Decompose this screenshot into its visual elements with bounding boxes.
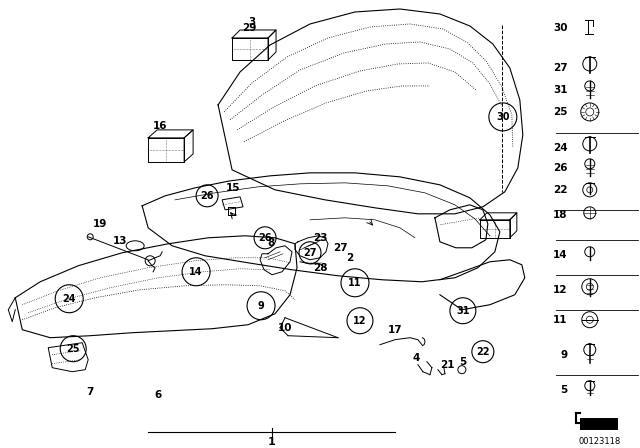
Text: 25: 25 bbox=[67, 344, 80, 354]
Text: 14: 14 bbox=[553, 250, 568, 260]
Text: 18: 18 bbox=[554, 210, 568, 220]
Text: 5: 5 bbox=[561, 385, 568, 395]
Text: 28: 28 bbox=[313, 263, 327, 273]
Text: 24: 24 bbox=[553, 143, 568, 153]
Bar bbox=[580, 418, 618, 430]
Text: 1: 1 bbox=[268, 437, 276, 447]
Text: 10: 10 bbox=[278, 323, 292, 333]
Text: 15: 15 bbox=[226, 183, 241, 193]
Text: 26: 26 bbox=[200, 191, 214, 201]
Text: 26: 26 bbox=[554, 163, 568, 173]
Text: 13: 13 bbox=[113, 236, 127, 246]
Text: 3: 3 bbox=[248, 17, 256, 27]
Text: 31: 31 bbox=[456, 306, 470, 316]
Text: 12: 12 bbox=[353, 316, 367, 326]
Text: 7: 7 bbox=[86, 387, 94, 396]
Text: 9: 9 bbox=[258, 301, 264, 311]
Text: 9: 9 bbox=[561, 350, 568, 360]
Text: 30: 30 bbox=[554, 23, 568, 33]
Text: 16: 16 bbox=[153, 121, 168, 131]
Text: 27: 27 bbox=[303, 248, 317, 258]
Text: 2: 2 bbox=[346, 253, 353, 263]
Text: 22: 22 bbox=[476, 347, 490, 357]
Text: 12: 12 bbox=[554, 285, 568, 295]
Text: 19: 19 bbox=[93, 219, 108, 229]
Text: 11: 11 bbox=[554, 315, 568, 325]
Text: 25: 25 bbox=[554, 107, 568, 117]
Text: 30: 30 bbox=[496, 112, 509, 122]
Text: 11: 11 bbox=[348, 278, 362, 288]
Text: 29: 29 bbox=[242, 23, 256, 33]
Text: 00123118: 00123118 bbox=[579, 437, 621, 446]
Text: 24: 24 bbox=[63, 294, 76, 304]
Text: 26: 26 bbox=[259, 233, 272, 243]
Text: 23: 23 bbox=[313, 233, 327, 243]
Text: 27: 27 bbox=[553, 63, 568, 73]
Text: 31: 31 bbox=[554, 85, 568, 95]
Text: 5: 5 bbox=[460, 357, 467, 367]
Text: 27: 27 bbox=[333, 243, 348, 253]
Text: 22: 22 bbox=[554, 185, 568, 195]
Text: 17: 17 bbox=[388, 325, 403, 335]
Text: 8: 8 bbox=[268, 238, 275, 248]
Text: 6: 6 bbox=[154, 390, 162, 400]
Text: 21: 21 bbox=[440, 360, 454, 370]
Text: 14: 14 bbox=[189, 267, 203, 277]
Text: 4: 4 bbox=[412, 353, 420, 363]
